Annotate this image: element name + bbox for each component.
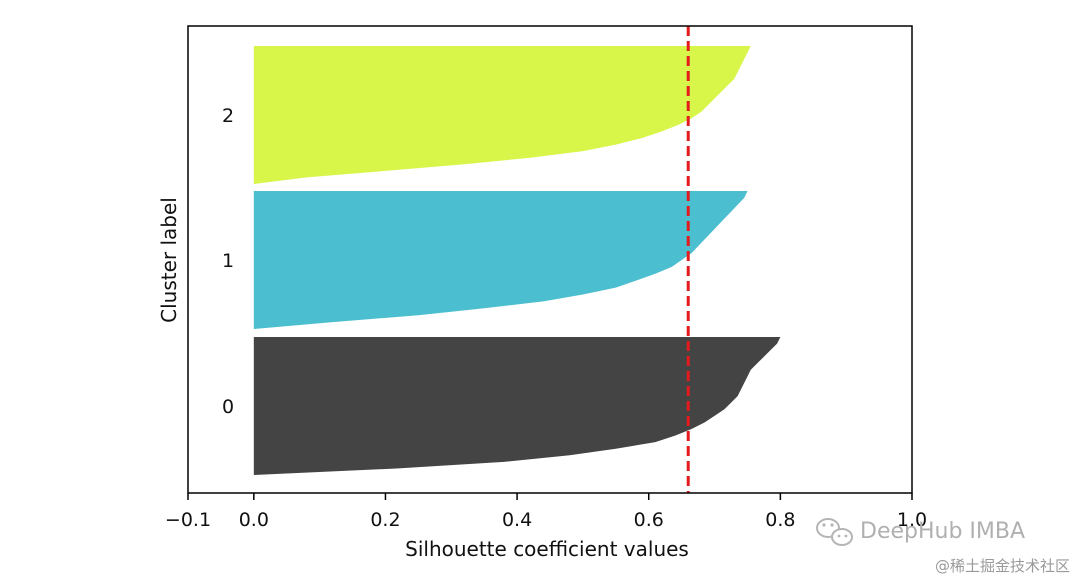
x-tick-label: 1.0	[897, 509, 927, 531]
x-tick-label: −0.1	[165, 509, 211, 531]
watermark-site: @稀土掘金技术社区	[935, 557, 1070, 575]
x-tick-label: 0.4	[502, 509, 532, 531]
cluster-label-2: 2	[222, 105, 234, 127]
wechat-icon	[816, 518, 853, 546]
x-tick-label: 0.2	[370, 509, 400, 531]
cluster-2-silhouette	[253, 46, 751, 184]
watermark: DeepHub IMBA @稀土掘金技术社区	[816, 518, 1070, 575]
cluster-0-silhouette	[253, 337, 781, 475]
x-tick-label: 0.6	[634, 509, 664, 531]
cluster-labels: 0 1 2	[222, 105, 234, 418]
silhouette-bars	[253, 46, 781, 475]
cluster-label-0: 0	[222, 396, 234, 418]
x-tick-label: 0.8	[765, 509, 795, 531]
x-axis-ticks: −0.1 0.0 0.2 0.4 0.6 0.8 1.0	[165, 493, 927, 531]
x-axis-title: Silhouette coefficient values	[405, 537, 689, 561]
x-tick-label: 0.0	[239, 509, 269, 531]
watermark-brand: DeepHub IMBA	[860, 519, 1025, 544]
cluster-label-1: 1	[222, 250, 234, 272]
cluster-1-silhouette	[253, 191, 748, 329]
y-axis-title: Cluster label	[157, 197, 181, 323]
plot-frame	[187, 25, 913, 494]
